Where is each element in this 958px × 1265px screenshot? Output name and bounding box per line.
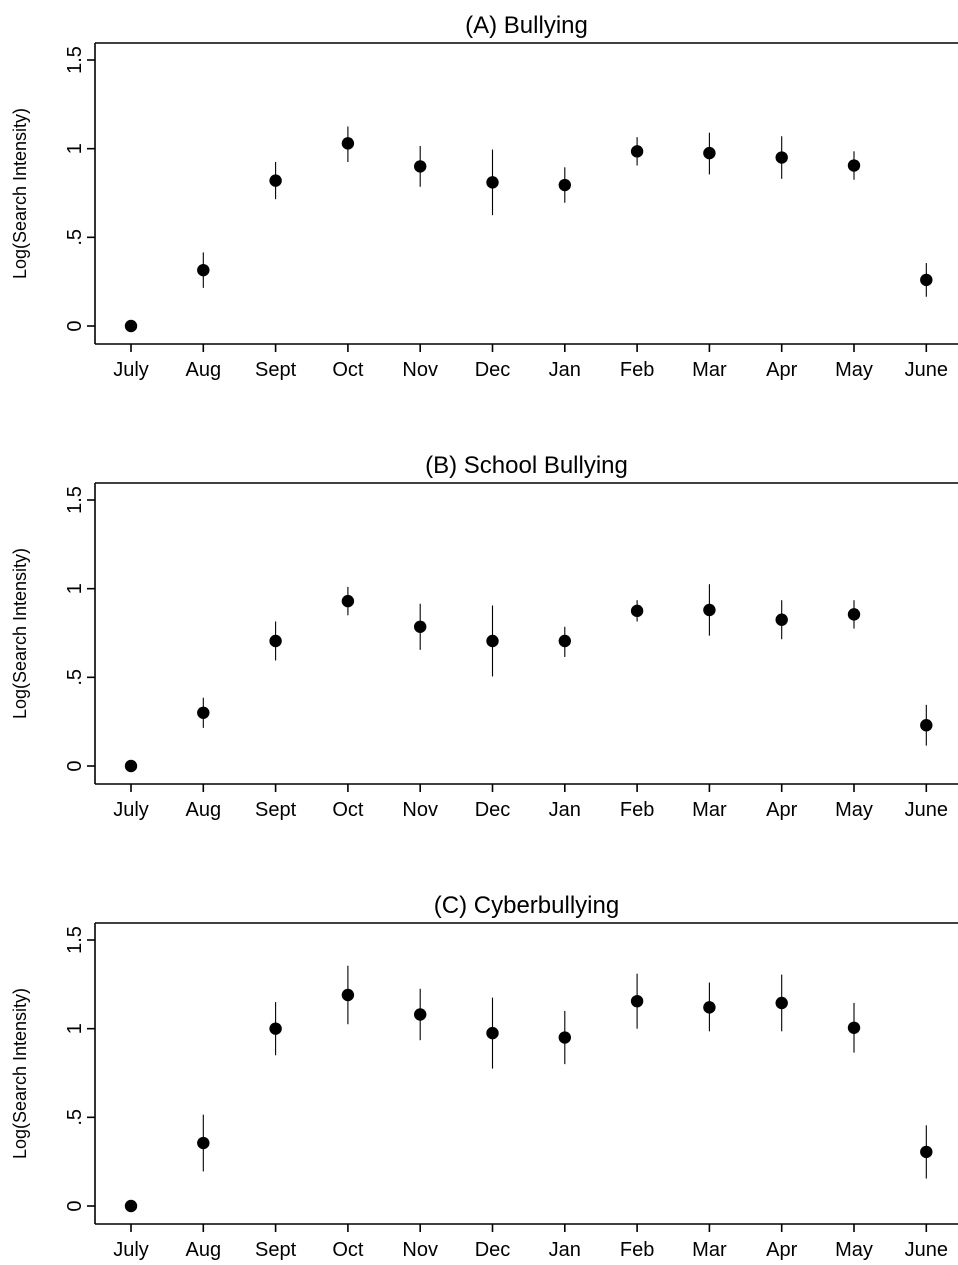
- data-point: [124, 759, 138, 773]
- data-point: [920, 719, 933, 732]
- panel-school-bullying: (B) School Bullying 0 .5 1 1.5 Log(Search Int…: [10, 452, 958, 821]
- data-point: [703, 1001, 716, 1014]
- x-tick-label: Dec: [475, 359, 511, 381]
- x-tick-label: Dec: [475, 1239, 511, 1261]
- y-tick-label: .5: [64, 1109, 86, 1126]
- data-point: [197, 1136, 210, 1150]
- data-point: [269, 634, 282, 648]
- data-point: [630, 994, 644, 1008]
- x-tick-label: Mar: [692, 1239, 727, 1261]
- x-tick-label: Dec: [475, 799, 511, 821]
- data-point: [269, 1022, 282, 1035]
- x-tick-label: Jan: [549, 1239, 581, 1261]
- data-point: [558, 178, 571, 192]
- data-point: [775, 151, 788, 164]
- y-tick-label: 0: [64, 1200, 86, 1211]
- data-point: [341, 988, 355, 1002]
- data-point: [847, 608, 861, 621]
- chart-title-school-bullying: (B) School Bullying: [425, 452, 628, 479]
- x-tick-label: May: [835, 1239, 873, 1261]
- data-point: [703, 146, 716, 160]
- x-tick-label: Nov: [402, 799, 438, 821]
- panel-bullying: (A) Bullying 0 .5 1 1.5 Log(Search Intensity)…: [10, 12, 958, 381]
- data-point: [414, 160, 427, 173]
- x-tick-label: Jan: [549, 359, 581, 381]
- y-tick-label: 1.5: [64, 926, 86, 954]
- chart-title-bullying: (A) Bullying: [465, 12, 588, 39]
- x-tick-label: Aug: [186, 799, 222, 821]
- y-tick-label: 1: [64, 1023, 86, 1034]
- data-point: [414, 620, 427, 633]
- data-point: [197, 263, 210, 277]
- data-point: [414, 1008, 427, 1021]
- x-tick-label: Apr: [766, 359, 797, 381]
- data-point: [269, 174, 282, 187]
- y-tick-label: .5: [64, 229, 86, 246]
- data-point: [847, 1021, 861, 1034]
- data-point: [341, 594, 355, 608]
- chart-title-cyberbullying: (C) Cyberbullying: [434, 892, 619, 919]
- x-tick-label: May: [835, 359, 873, 381]
- y-tick-label: .5: [64, 669, 86, 686]
- x-tick-label: Nov: [402, 359, 438, 381]
- x-tick-label: Aug: [186, 1239, 222, 1261]
- y-tick-label: 0: [64, 320, 86, 331]
- y-axis-label: Log(Search Intensity): [10, 988, 30, 1159]
- data-point: [558, 634, 571, 648]
- x-tick-label: July: [113, 799, 149, 821]
- data-point: [124, 1199, 138, 1213]
- x-tick-label: Mar: [692, 799, 727, 821]
- x-tick-label: Apr: [766, 799, 797, 821]
- x-tick-label: Feb: [620, 359, 654, 381]
- data-point: [775, 996, 788, 1010]
- y-tick-label: 1: [64, 143, 86, 154]
- data-point: [920, 273, 933, 287]
- data-point: [703, 603, 716, 617]
- x-tick-label: Apr: [766, 1239, 797, 1261]
- x-tick-label: July: [113, 1239, 149, 1261]
- data-point: [486, 634, 499, 648]
- data-point: [920, 1145, 933, 1159]
- x-tick-label: May: [835, 799, 873, 821]
- x-tick-label: July: [113, 359, 149, 381]
- data-point: [558, 1031, 571, 1044]
- x-tick-label: Sept: [255, 799, 297, 821]
- data-point: [341, 137, 355, 150]
- x-tick-label: Jan: [549, 799, 581, 821]
- data-point: [847, 159, 861, 172]
- x-tick-label: Feb: [620, 799, 654, 821]
- x-tick-label: Mar: [692, 359, 727, 381]
- y-tick-label: 0: [64, 760, 86, 771]
- x-tick-label: Oct: [332, 1239, 364, 1261]
- x-tick-label: Sept: [255, 359, 297, 381]
- y-tick-label: 1.5: [64, 46, 86, 74]
- y-tick-label: 1: [64, 583, 86, 594]
- x-tick-label: June: [905, 799, 948, 821]
- y-axis-label: Log(Search Intensity): [10, 548, 30, 719]
- x-tick-label: June: [905, 359, 948, 381]
- x-tick-label: Sept: [255, 1239, 297, 1261]
- x-tick-label: June: [905, 1239, 948, 1261]
- x-tick-label: Aug: [186, 359, 222, 381]
- x-tick-label: Nov: [402, 1239, 438, 1261]
- panel-cyberbullying: (C) Cyberbullying 0 .5 1 1.5 Log(Search Inten…: [10, 892, 958, 1261]
- data-point: [486, 176, 499, 189]
- data-point: [775, 613, 788, 626]
- data-point: [486, 1026, 499, 1040]
- y-tick-label: 1.5: [64, 486, 86, 514]
- x-tick-label: Oct: [332, 799, 364, 821]
- x-tick-label: Oct: [332, 359, 364, 381]
- x-tick-label: Feb: [620, 1239, 654, 1261]
- data-point: [124, 319, 138, 333]
- data-point: [197, 706, 210, 719]
- data-point: [630, 604, 644, 618]
- data-point: [630, 145, 644, 158]
- y-axis-label: Log(Search Intensity): [10, 108, 30, 279]
